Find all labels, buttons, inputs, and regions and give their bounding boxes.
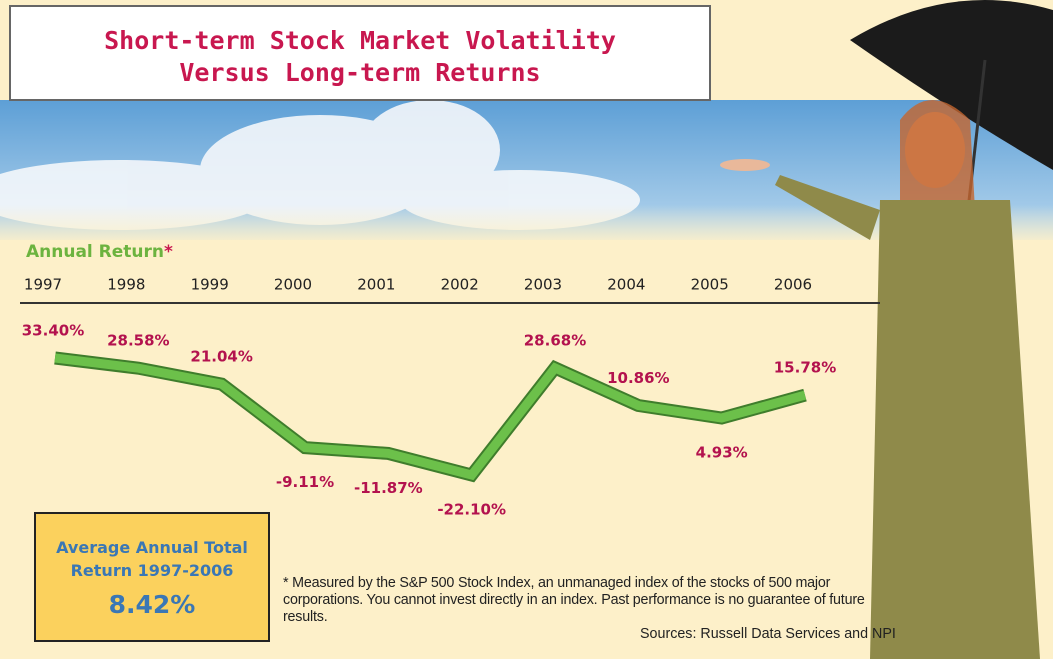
- x-tick-label: 2000: [274, 276, 312, 294]
- x-tick-label: 2002: [441, 276, 479, 294]
- woman: [720, 0, 1053, 659]
- chart-title: Versus Long-term Returns: [179, 58, 540, 87]
- line: [54, 353, 807, 481]
- data-label: -9.11%: [276, 473, 334, 491]
- chart-title: Short-term Stock Market Volatility: [104, 26, 616, 55]
- y-label-text: Annual Return: [26, 242, 164, 262]
- y-label: Annual Return*: [26, 242, 173, 262]
- average-box: Average Annual Total Return 1997-2006 8.…: [34, 512, 270, 642]
- data-label: 33.40%: [22, 322, 84, 340]
- data-label: 21.04%: [190, 348, 252, 366]
- data-label: -11.87%: [354, 479, 423, 497]
- x-tick-label: 2001: [357, 276, 395, 294]
- data-label: -22.10%: [437, 501, 506, 519]
- data-label: 15.78%: [774, 359, 836, 377]
- title-box: [9, 5, 711, 101]
- box-value: 8.42%: [108, 590, 196, 619]
- x-tick-label: 2006: [774, 276, 812, 294]
- sources: Sources: Russell Data Services and NPI: [640, 626, 896, 642]
- footnote: * Measured by the S&P 500 Stock Index, a…: [283, 575, 865, 625]
- data-label: 28.68%: [524, 331, 586, 349]
- x-tick-label: 1998: [107, 276, 145, 294]
- data-label: 10.86%: [607, 369, 669, 387]
- x-tick-label: 2003: [524, 276, 562, 294]
- data-label: 28.58%: [107, 332, 169, 350]
- data-label: 4.93%: [696, 444, 748, 462]
- box-title: Average Annual Total Return 1997-2006: [56, 538, 248, 580]
- x-tick-label: 1999: [191, 276, 229, 294]
- x-tick-label: 1997: [24, 276, 62, 294]
- y-label-note: *: [164, 242, 173, 262]
- x-tick-label: 2005: [691, 276, 729, 294]
- x-tick-label: 2004: [607, 276, 645, 294]
